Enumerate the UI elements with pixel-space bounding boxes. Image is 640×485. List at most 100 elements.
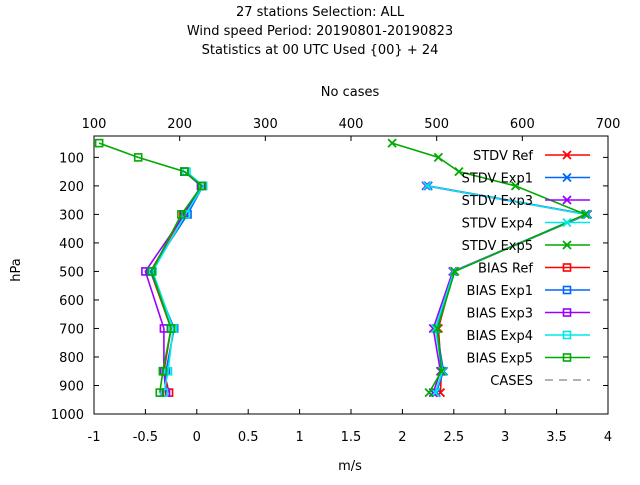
series-4-point-2-b: [454, 167, 464, 177]
legend-marker-7: [562, 308, 572, 317]
series-9-point-6: [166, 324, 176, 333]
x-tick-label-2: 0: [193, 430, 201, 445]
series-7: [141, 167, 206, 397]
series-9-point-8: [155, 388, 165, 397]
series-line-3: [426, 185, 590, 393]
x-tick-label-3: 0.5: [238, 430, 259, 445]
legend-marker-1-b: [562, 172, 572, 183]
y-tick-label-2: 300: [59, 208, 84, 223]
legend-label-4: STDV Exp5: [462, 239, 533, 254]
series-4-point-8-b: [424, 387, 434, 398]
legend-marker-5: [562, 263, 572, 272]
series-line-5: [149, 171, 204, 393]
legend-label-1: STDV Exp1: [462, 172, 533, 187]
legend-label-0: STDV Ref: [473, 149, 533, 164]
x-tick-label-0: -1: [88, 430, 101, 445]
series-3-point-0-b: [422, 181, 432, 191]
series-9-point-0: [94, 138, 104, 148]
x-tick-label-10: 4: [604, 430, 612, 445]
x-tick-label-9: 3.5: [546, 430, 567, 445]
legend-label-2: STDV Exp3: [462, 194, 533, 209]
series-4: [387, 138, 591, 398]
series-4-point-0-b: [387, 138, 397, 148]
y-tick-label-6: 700: [59, 322, 84, 337]
series-layer: [94, 138, 593, 398]
legend-label-6: BIAS Exp1: [467, 284, 533, 299]
legend-label-8: BIAS Exp4: [467, 329, 533, 344]
x-tick-label-7: 2.5: [443, 430, 464, 445]
legend-label-3: STDV Exp4: [462, 217, 533, 232]
series-4-point-2: [454, 167, 464, 177]
series-9-point-4: [177, 210, 186, 219]
legend-marker-4-b: [562, 240, 572, 250]
series-8-point-5: [163, 366, 173, 376]
series-4-point-4-b: [580, 209, 591, 220]
legend-marker-3-b: [562, 217, 572, 228]
series-4-point-7: [436, 366, 447, 376]
y-tick-label-8: 900: [59, 379, 84, 394]
series-4-point-6: [432, 323, 442, 334]
x2-tick-label-2: 300: [253, 117, 278, 132]
series-9-point-7: [158, 366, 168, 376]
legend-marker-9: [562, 353, 572, 362]
series-line-9: [98, 142, 204, 393]
x2-tick-label-1: 200: [167, 117, 192, 132]
legend-marker-0: [562, 150, 572, 160]
series-line-8: [151, 171, 205, 393]
legend-label-10: CASES: [490, 374, 533, 389]
legend-marker-2-b: [562, 195, 572, 205]
x-tick-label-1: -0.5: [133, 430, 158, 445]
x-tick-label-5: 1.5: [341, 430, 362, 445]
chart-title-line-2: Wind speed Period: 20190801-20190823: [187, 24, 453, 39]
legend-marker-3: [562, 217, 572, 228]
legend-label-9: BIAS Exp5: [467, 352, 533, 367]
legend-marker-0-b: [562, 150, 572, 160]
legend: STDV Ref STDV Exp1 STDV Exp3 STDV Exp4 STDV …: [462, 149, 590, 389]
series-4-point-5: [450, 266, 460, 277]
x2-tick-label-0: 100: [82, 117, 107, 132]
y-tick-label-7: 800: [59, 351, 84, 366]
series-4-point-6-b: [432, 323, 442, 334]
series-9: [94, 138, 207, 397]
legend-marker-2: [562, 195, 572, 205]
series-9-point-5: [147, 267, 156, 276]
series-4-point-7-b: [436, 366, 447, 376]
y-tick-label-5: 600: [59, 294, 84, 309]
y-axis-label: hPa: [9, 258, 24, 281]
x2-tick-label-4: 500: [424, 117, 449, 132]
legend-marker-8: [562, 330, 572, 340]
series-8: [148, 167, 208, 397]
axes-layer: -1 -0.5 0 0.5 1 1.5 2 2.5 3 3.5 4 100 200 300 400 500 60…: [51, 117, 621, 445]
x-tick-label-4: 1: [295, 430, 303, 445]
legend-label-5: BIAS Ref: [478, 262, 533, 277]
chart-title-line-3: Statistics at 00 UTC Used {00} + 24: [202, 43, 439, 58]
series-4-point-1-b: [433, 152, 444, 163]
x-tick-label-6: 2: [398, 430, 406, 445]
series-line-6: [149, 171, 204, 393]
y-tick-label-9: 1000: [51, 408, 84, 423]
x2-axis-label: No cases: [321, 85, 380, 100]
series-9-point-1: [133, 153, 143, 162]
series-3-point-0: [422, 181, 432, 191]
series-4-point-1: [433, 152, 444, 163]
legend-marker-1: [562, 172, 572, 183]
x-tick-label-8: 3: [501, 430, 509, 445]
legend-label-7: BIAS Exp3: [467, 307, 533, 322]
y-tick-label-4: 500: [59, 265, 84, 280]
series-4-point-8: [424, 387, 434, 398]
series-4-point-4: [580, 209, 591, 220]
x2-tick-label-6: 700: [596, 117, 621, 132]
series-4-point-3: [510, 181, 521, 191]
series-9-point-3: [197, 181, 207, 191]
series-9-point-2: [180, 167, 189, 176]
x-axis-label: m/s: [338, 459, 362, 474]
x2-tick-label-5: 600: [510, 117, 535, 132]
x2-tick-label-3: 400: [339, 117, 364, 132]
chart-title-line-1: 27 stations Selection: ALL: [236, 5, 405, 20]
y-tick-label-1: 200: [59, 180, 84, 195]
y-tick-label-3: 400: [59, 237, 84, 252]
chart-title-block: 27 stations Selection: ALL Wind speed Pe…: [187, 5, 453, 58]
series-4-point-0: [387, 138, 397, 148]
